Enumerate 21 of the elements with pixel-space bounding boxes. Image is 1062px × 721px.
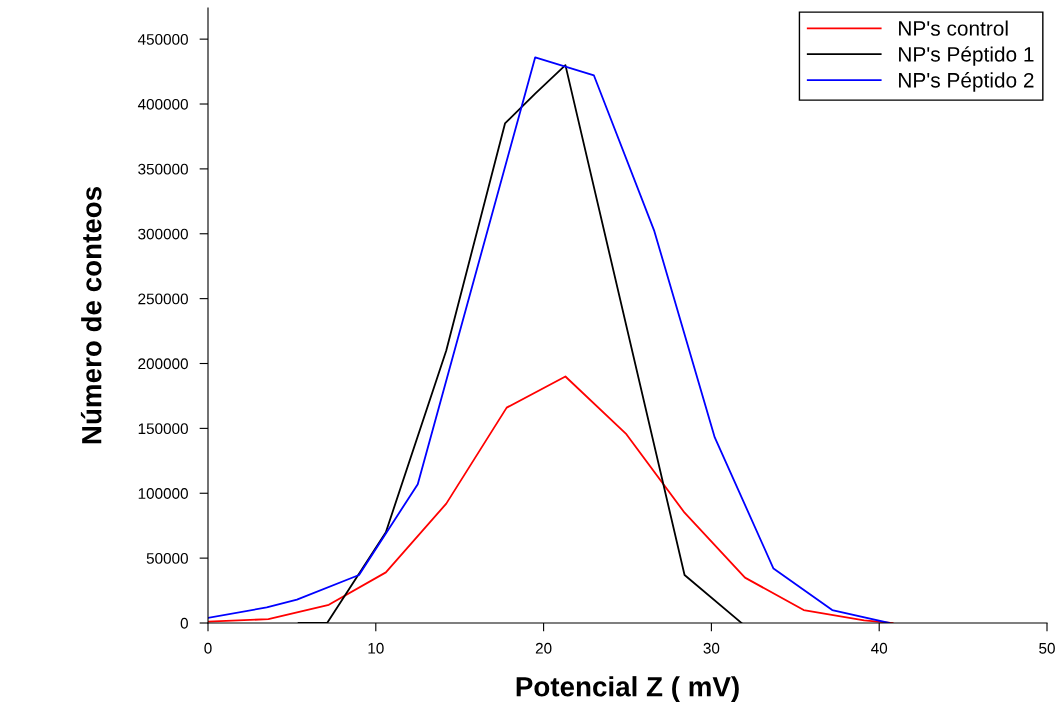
y-tick-label: 200000: [138, 358, 188, 370]
y-tick-label: 50000: [146, 552, 188, 564]
y-tick-label: 250000: [138, 293, 188, 305]
y-tick-label: 0: [180, 617, 188, 629]
y-tick-label: 150000: [138, 423, 188, 435]
legend-label: NP's Péptido 2: [899, 72, 1034, 92]
y-tick-label: 400000: [137, 98, 188, 110]
y-axis-title: Número de conteos: [80, 186, 102, 444]
x-tick-label: 50: [1039, 642, 1055, 654]
x-axis-title: Potencial Z ( mV): [516, 676, 739, 703]
y-tick-label: 100000: [138, 488, 188, 499]
legend-label: NP's control: [899, 20, 1008, 36]
y-tick-label: 300000: [138, 228, 188, 240]
y-tick-label: 450000: [137, 34, 188, 45]
x-tick-label: 0: [204, 642, 212, 654]
x-tick-label: 40: [871, 642, 888, 654]
y-tick-label: 350000: [138, 163, 188, 175]
x-tick-label: 20: [535, 642, 552, 654]
x-tick-label: 10: [368, 642, 384, 654]
legend-label: NP's Péptido 1: [899, 46, 1034, 66]
x-tick-label: 30: [703, 642, 720, 654]
